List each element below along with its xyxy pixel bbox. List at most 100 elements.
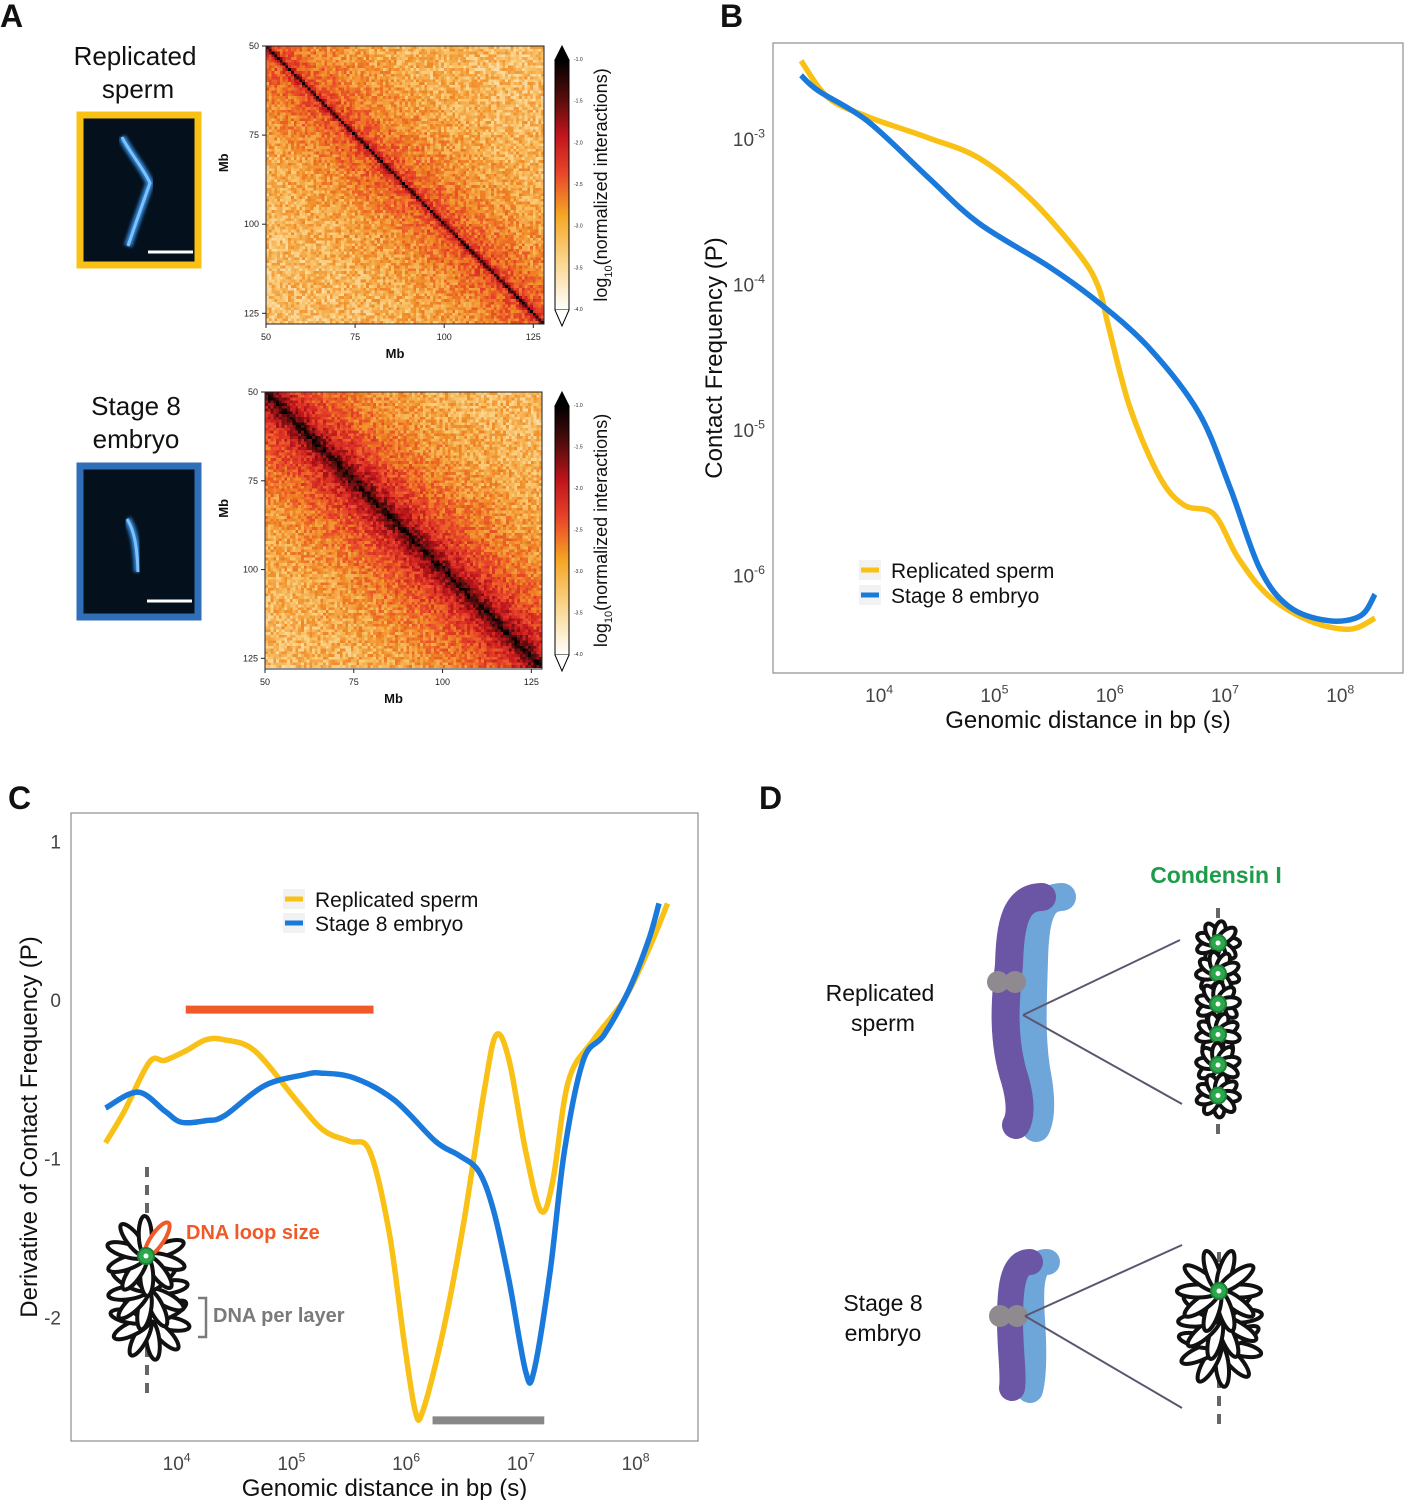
x-tick-label: 75	[349, 677, 359, 687]
x-tick-label: 106	[1096, 682, 1124, 707]
loop-rosettes	[1175, 908, 1264, 1430]
y-tick-label: 50	[248, 387, 258, 397]
row-label-stage8-embryo: Stage 8 embryo	[843, 1290, 922, 1346]
y-tick-label: 10-6	[733, 563, 765, 588]
y-tick-label: 100	[244, 219, 259, 229]
y-tick-label: 75	[249, 130, 259, 140]
condensin-core	[1215, 971, 1221, 976]
inset-rosettes	[105, 1167, 192, 1395]
microscopy-image-stage8-embryo	[76, 462, 202, 621]
condensin-core	[1216, 1288, 1222, 1294]
colorbar-gradient	[554, 59, 570, 311]
x-tick-label: 50	[260, 677, 270, 687]
y-tick-label: 100	[243, 565, 258, 575]
zoom-line	[1022, 1014, 1183, 1105]
y-tick-label: 75	[248, 476, 258, 486]
label-line: Replicated	[826, 980, 935, 1006]
y-tick-label: 10-4	[733, 272, 765, 297]
colorbar-extend-min	[554, 309, 570, 328]
y-tick-label: 125	[244, 308, 259, 318]
colorbar-tick-label: -3.5	[574, 265, 583, 271]
heatmap-frame	[265, 45, 545, 325]
heatmap-frame	[264, 391, 543, 670]
plot-frame	[70, 812, 699, 1442]
colorbar-tick-label: -3.0	[574, 224, 583, 230]
y-axis-label: Mb	[216, 499, 231, 518]
derivative-plot: 104 105 106 107 108 1 0 -1 -2 Genomic distance in…	[16, 812, 699, 1500]
x-axis-label: Mb	[386, 346, 405, 361]
colorbar-tick-label: -2.0	[574, 140, 583, 146]
centromere	[987, 971, 1009, 993]
layer-bracket	[198, 1296, 208, 1339]
condensin-core	[143, 1253, 149, 1259]
x-tick-label: 75	[350, 332, 360, 342]
loop-rosette	[105, 1214, 187, 1298]
legend-label: Replicated sperm	[891, 560, 1054, 583]
x-axis-title: Genomic distance in bp (s)	[945, 707, 1230, 734]
plot-frame	[772, 42, 1404, 674]
colorbar-label: log10(normalized interactions)	[591, 68, 615, 301]
y-axis-title: Contact Frequency (P)	[701, 237, 728, 478]
hic-heatmap-stage8-embryo	[265, 392, 542, 668]
zoom-line	[1024, 1244, 1183, 1317]
x-tick-label: 104	[865, 682, 893, 707]
label-line: embryo	[845, 1320, 922, 1346]
colorbar-tick-label: -2.0	[574, 486, 583, 492]
condensin-core	[1215, 940, 1221, 946]
panel-letter-b: B	[720, 0, 743, 34]
colorbar-tick-label: -2.5	[574, 182, 583, 188]
chromosome-replicated-sperm	[987, 883, 1183, 1142]
y-axis-title: Derivative of Contact Frequency (P)	[16, 936, 43, 1317]
x-tick-label: 107	[1211, 682, 1239, 707]
loop-rosette	[1194, 1072, 1242, 1120]
y-tick-label: -1	[44, 1150, 61, 1171]
panel-letter-d: D	[759, 780, 782, 816]
condensin-core	[1215, 1093, 1221, 1098]
series-line-replicated-sperm	[103, 902, 671, 1423]
colorbar: -1.0 -1.5 -2.0 -2.5 -3.0 -3.5 -4.0 log10(normal…	[554, 390, 615, 673]
condensin-core	[1215, 1062, 1221, 1068]
legend-label: Replicated sperm	[315, 889, 478, 912]
x-tick-label: 105	[980, 682, 1008, 707]
y-tick-label: 10-3	[733, 126, 765, 151]
colorbar-tick-label: -1.0	[574, 57, 583, 63]
colorbar-tick-label: -1.5	[574, 99, 583, 105]
colorbar-tick-label: -1.5	[574, 445, 583, 451]
colorbar-gradient	[554, 405, 570, 656]
x-tick-label: 105	[277, 1450, 305, 1475]
row-label-replicated-sperm: Replicated sperm	[826, 980, 935, 1036]
y-tick-label: 10-5	[733, 417, 765, 442]
heatmap-axes-hic-stage8-embryo: 50 75 100 125 50 75 100 125 Mb Mb -1.0 -1.5 -2.0 -2.5…	[216, 387, 615, 706]
x-tick-label: 104	[163, 1450, 191, 1475]
label-line: sperm	[851, 1010, 915, 1036]
label-line: embryo	[93, 424, 180, 454]
panel-letter-a: A	[0, 0, 23, 34]
label-line: Stage 8	[843, 1290, 922, 1316]
x-axis-label: Mb	[384, 691, 403, 706]
heatmap-axes-hic-replicated-sperm: 50 75 100 125 50 75 100 125 Mb Mb -1.0 -1.5 -2.0 -2.5…	[216, 41, 615, 361]
centromere	[1006, 1305, 1028, 1327]
label-line: Stage 8	[91, 391, 181, 421]
condensin-model-diagram: Condensin I Replicated sperm Stage 8 emb…	[826, 862, 1282, 1430]
colorbar-tick-label: -4.0	[574, 307, 583, 313]
colorbar-extend-min	[554, 654, 570, 673]
colorbar-tick-label: -1.0	[574, 403, 583, 409]
x-tick-label: 106	[392, 1450, 420, 1475]
series-line-replicated-sperm	[798, 59, 1377, 632]
y-tick-label: 0	[50, 991, 61, 1012]
y-tick-label: -2	[44, 1308, 61, 1329]
y-axis-label: Mb	[216, 153, 231, 172]
sample-label-stage8-embryo: Stage 8 embryo	[91, 391, 181, 454]
colorbar: -1.0 -1.5 -2.0 -2.5 -3.0 -3.5 -4.0 log10(normal…	[554, 44, 615, 328]
label-line: sperm	[102, 74, 174, 104]
contact-frequency-plot: 104 105 106 107 108 10-3 10-4 10-5 10-6 Genomic d…	[701, 42, 1404, 734]
colorbar-extend-max	[554, 390, 570, 407]
y-tick-label: 1	[50, 833, 61, 854]
colorbar-label: log10(normalized interactions)	[591, 414, 615, 647]
condensin-core	[1215, 1032, 1221, 1037]
colorbar-tick-label: -2.5	[574, 528, 583, 534]
microscopy-image-replicated-sperm	[76, 111, 202, 269]
